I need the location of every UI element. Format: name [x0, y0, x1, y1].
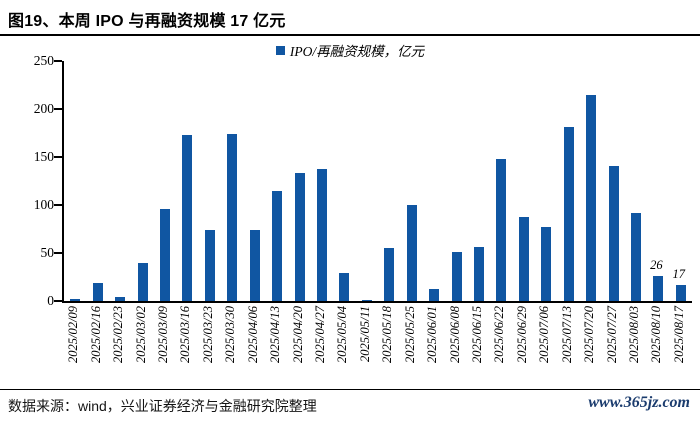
y-axis-tick	[54, 156, 62, 158]
x-axis-label: 2025/07/13	[559, 306, 574, 363]
bar	[249, 230, 260, 301]
legend-label: IPO/再融资规模，亿元	[289, 44, 425, 59]
bar	[159, 209, 170, 301]
x-axis-label: 2025/06/22	[492, 306, 507, 363]
x-axis-label: 2025/04/06	[245, 306, 260, 363]
bar	[563, 127, 574, 301]
bar	[316, 169, 327, 301]
bar	[586, 95, 597, 301]
y-axis-tick-label: 0	[47, 293, 54, 308]
x-axis-label: 2025/06/08	[447, 306, 462, 363]
x-axis-label: 2025/07/20	[582, 306, 597, 363]
bar	[429, 289, 440, 301]
x-axis-label: 2025/06/01	[425, 306, 440, 363]
bar	[137, 263, 148, 301]
y-axis-tick-label: 200	[33, 101, 54, 116]
x-axis-label: 2025/08/03	[626, 306, 641, 363]
x-axis-label: 2025/06/15	[469, 306, 484, 363]
chart-legend: IPO/再融资规模，亿元	[0, 40, 700, 60]
bar	[227, 134, 238, 301]
x-axis-label: 2025/05/25	[402, 306, 417, 363]
bar	[608, 166, 619, 301]
y-axis-tick-label: 50	[40, 245, 55, 260]
bar	[204, 230, 215, 301]
bar	[675, 285, 686, 301]
bar	[70, 299, 81, 301]
bar-value-label: 17	[672, 267, 686, 281]
x-axis-label: 2025/02/16	[88, 306, 103, 363]
x-axis-label: 2025/06/29	[514, 306, 529, 363]
title-divider	[0, 34, 700, 36]
y-axis-tick-label: 150	[33, 149, 54, 164]
x-axis-label: 2025/04/20	[290, 306, 305, 363]
bar	[272, 191, 283, 301]
y-axis-tick	[54, 60, 62, 62]
bar	[294, 173, 305, 301]
y-axis-tick-label: 250	[33, 53, 54, 68]
x-axis-label: 2025/03/16	[178, 306, 193, 363]
x-axis-label: 2025/05/04	[335, 306, 350, 363]
bar	[92, 283, 103, 301]
x-axis-label: 2025/02/09	[66, 306, 81, 363]
bar	[361, 300, 372, 301]
x-axis-label: 2025/03/09	[155, 306, 170, 363]
data-source-note: 数据来源：wind，兴业证券经济与金融研究院整理	[8, 398, 317, 414]
x-axis-label: 2025/07/27	[604, 306, 619, 363]
bar	[182, 135, 193, 301]
legend-marker-icon	[275, 45, 285, 55]
x-axis-label: 2025/04/27	[312, 306, 327, 363]
bar	[496, 159, 507, 301]
bar	[406, 205, 417, 301]
page-title: 图19、本周 IPO 与再融资规模 17 亿元	[8, 13, 286, 30]
x-axis-label: 2025/03/23	[200, 306, 215, 363]
y-axis-tick	[54, 108, 62, 110]
x-axis-label: 2025/05/18	[380, 306, 395, 363]
y-axis-tick-label: 100	[33, 197, 54, 212]
x-axis-label: 2025/07/06	[537, 306, 552, 363]
x-axis-label: 2025/08/10	[649, 306, 664, 363]
x-axis-label: 2025/08/17	[671, 306, 686, 363]
x-axis-label: 2025/03/02	[133, 306, 148, 363]
plot-area	[62, 61, 692, 303]
y-axis-tick	[54, 300, 62, 302]
y-axis-tick	[54, 204, 62, 206]
x-axis-label: 2025/05/11	[357, 306, 372, 363]
bar-value-label: 26	[650, 258, 663, 272]
footer-divider	[0, 389, 700, 390]
y-axis-tick	[54, 252, 62, 254]
bar	[630, 213, 641, 301]
bar	[541, 227, 552, 301]
bar	[473, 247, 484, 301]
bar	[451, 252, 462, 301]
bar	[339, 273, 350, 301]
bar	[115, 297, 126, 301]
x-axis-label: 2025/04/13	[268, 306, 283, 363]
bar	[518, 217, 529, 301]
x-axis-label: 2025/02/23	[111, 306, 126, 363]
bar	[653, 276, 664, 301]
bar	[384, 248, 395, 301]
x-axis-label: 2025/03/30	[223, 306, 238, 363]
website-link[interactable]: www.365jz.com	[588, 394, 690, 411]
